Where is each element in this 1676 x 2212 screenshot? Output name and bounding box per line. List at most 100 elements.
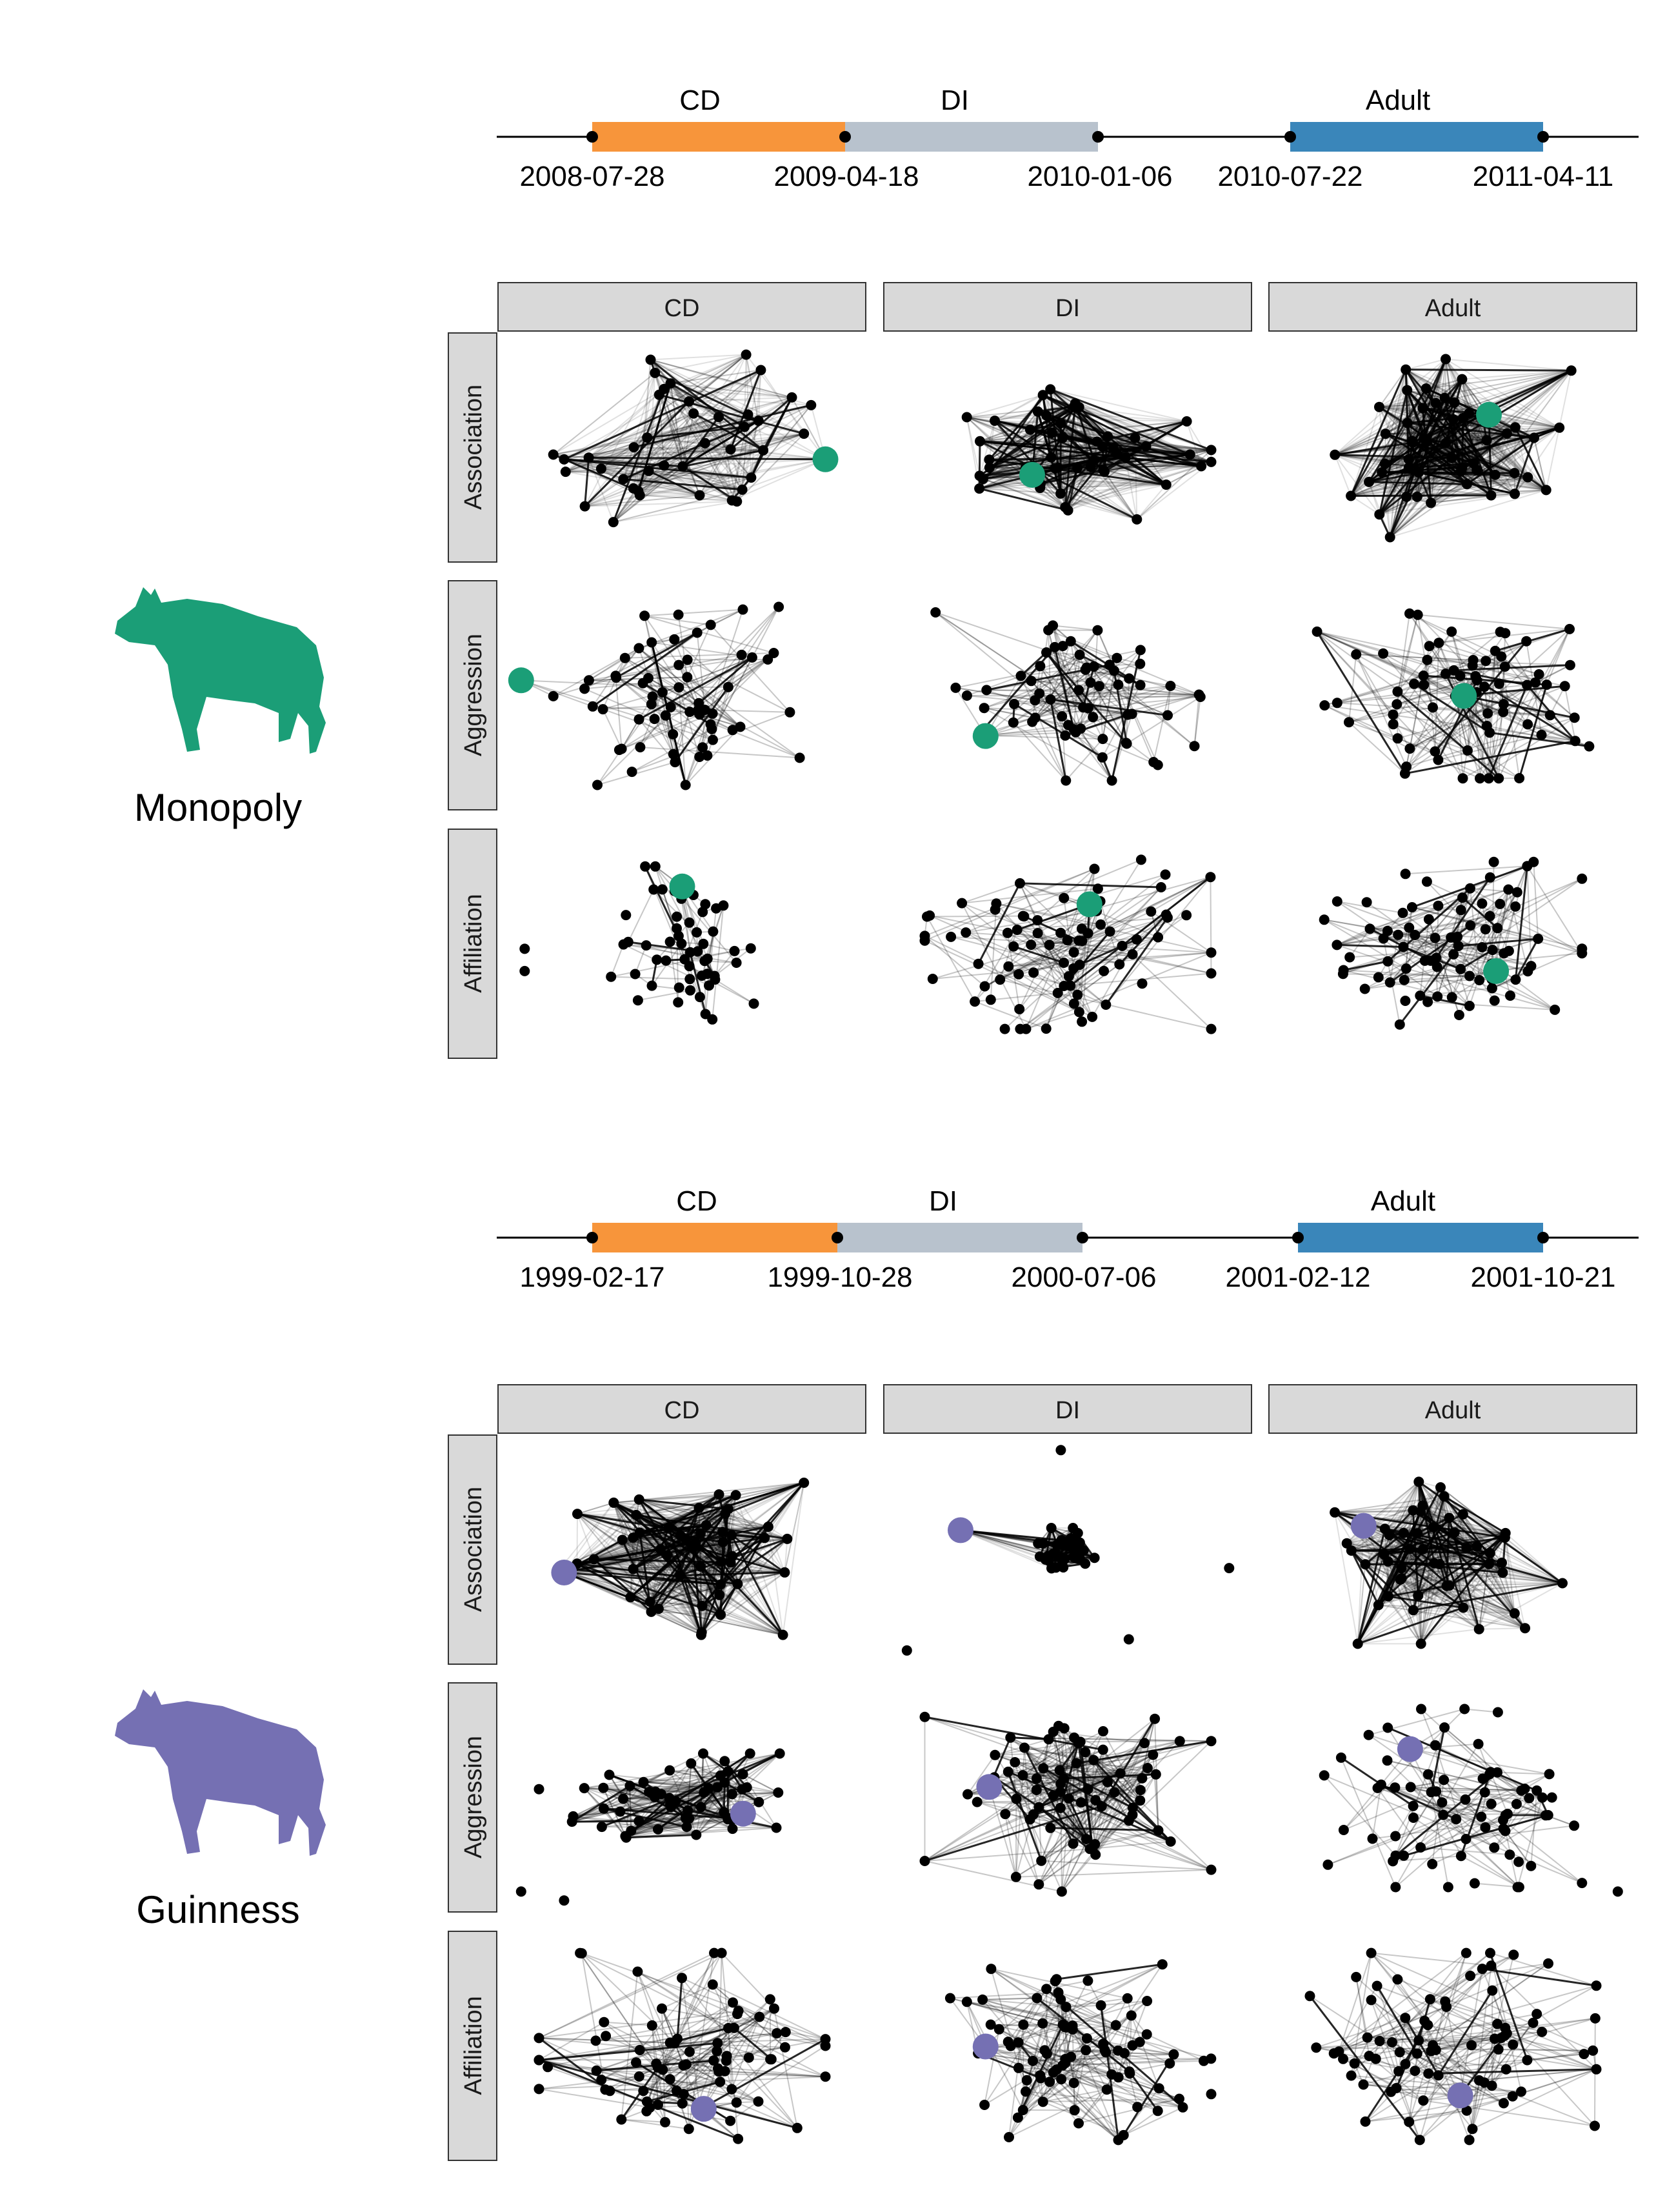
network-node xyxy=(1482,708,1493,719)
network-node xyxy=(1468,458,1479,469)
network-node xyxy=(1074,960,1085,970)
network-edge xyxy=(638,465,683,492)
network-edge xyxy=(1062,437,1190,456)
network-node xyxy=(1112,652,1122,663)
network-edge xyxy=(1042,394,1063,439)
network-node xyxy=(1047,427,1057,438)
network-node xyxy=(1012,925,1023,935)
network-edge xyxy=(613,488,743,523)
network-edge xyxy=(648,470,743,490)
network-edge xyxy=(564,458,624,480)
network-edge xyxy=(601,442,706,470)
network-edge xyxy=(637,359,652,492)
network-node xyxy=(1132,514,1142,525)
network-node xyxy=(1060,730,1071,741)
network-node xyxy=(990,904,1001,915)
network-edge xyxy=(1057,452,1117,468)
network-edge xyxy=(633,447,731,450)
network-node xyxy=(1382,956,1393,967)
network-edge xyxy=(1350,433,1387,497)
network-edge xyxy=(1381,427,1516,473)
network-node xyxy=(702,953,713,964)
network-edge xyxy=(1417,472,1432,503)
network-node xyxy=(930,607,941,618)
network-edge xyxy=(1136,484,1167,520)
network-edge xyxy=(648,470,743,490)
network-edge xyxy=(1430,483,1468,504)
network-edge xyxy=(563,369,762,461)
network-node xyxy=(1495,898,1506,909)
network-edge xyxy=(730,370,762,450)
network-edge xyxy=(648,388,665,471)
network-edge xyxy=(670,383,684,467)
network-edge xyxy=(1107,436,1212,451)
network-edge xyxy=(1406,389,1445,399)
network-node xyxy=(673,659,684,670)
network-node xyxy=(696,970,707,981)
network-edge xyxy=(1104,465,1202,472)
network-node xyxy=(732,1578,743,1589)
network-edge xyxy=(979,405,1075,442)
network-node xyxy=(1522,472,1533,483)
network-edge xyxy=(1064,484,1167,508)
network-edge xyxy=(612,413,694,523)
network-node xyxy=(1564,623,1575,634)
network-node xyxy=(1401,963,1412,974)
network-node xyxy=(773,601,784,612)
network-edge xyxy=(1090,453,1190,468)
network-node xyxy=(1426,498,1437,508)
network-edge xyxy=(1405,368,1482,414)
network-edge xyxy=(650,359,826,460)
network-edge xyxy=(564,458,639,492)
network-edge xyxy=(1379,483,1468,516)
network-node xyxy=(588,1554,599,1565)
network-edge xyxy=(988,420,995,460)
network-node xyxy=(657,884,668,895)
network-node xyxy=(1457,374,1468,385)
network-node xyxy=(1161,479,1172,490)
network-node xyxy=(700,899,711,910)
network-edge xyxy=(1461,467,1492,496)
network-edge xyxy=(565,396,792,473)
network-edge xyxy=(1075,403,1167,485)
network-edge xyxy=(983,403,1076,479)
network-edge xyxy=(1040,454,1190,485)
network-node xyxy=(665,701,676,712)
network-edge xyxy=(1533,437,1547,490)
network-edge xyxy=(966,416,1104,471)
network-node xyxy=(1529,432,1539,443)
network-edges xyxy=(553,354,826,523)
network-node xyxy=(1146,906,1157,917)
network-node xyxy=(1057,711,1068,722)
column-strip-adult: Adult xyxy=(1268,282,1637,332)
stage-label-di: DI xyxy=(929,1185,957,1217)
network-node xyxy=(729,945,740,956)
network-node xyxy=(755,365,766,376)
network-edge xyxy=(1390,433,1508,538)
network-node xyxy=(1095,919,1106,930)
network-node xyxy=(626,767,637,778)
network-edge xyxy=(1405,369,1413,441)
network-edge xyxy=(648,470,752,479)
network-node xyxy=(1205,872,1216,883)
network-edge xyxy=(658,394,665,466)
network-node xyxy=(1433,638,1444,649)
row-strip-aggression: Aggression xyxy=(448,1682,497,1913)
network-node xyxy=(1076,923,1087,934)
network-edge xyxy=(688,401,706,444)
network-edge xyxy=(1064,453,1117,508)
network-edge xyxy=(1067,469,1104,511)
network-node xyxy=(663,1522,674,1533)
network-edge xyxy=(1040,454,1190,485)
network-node xyxy=(1135,658,1146,669)
network-edge xyxy=(1093,456,1126,461)
network-edge xyxy=(1454,401,1560,428)
network-node xyxy=(1384,977,1395,988)
network-node xyxy=(1206,947,1217,958)
network-edge xyxy=(1427,427,1515,443)
network-node xyxy=(743,409,753,420)
network-node xyxy=(927,974,938,984)
network-edge xyxy=(639,494,732,501)
network-node xyxy=(1433,900,1444,911)
network-edge xyxy=(565,471,752,479)
